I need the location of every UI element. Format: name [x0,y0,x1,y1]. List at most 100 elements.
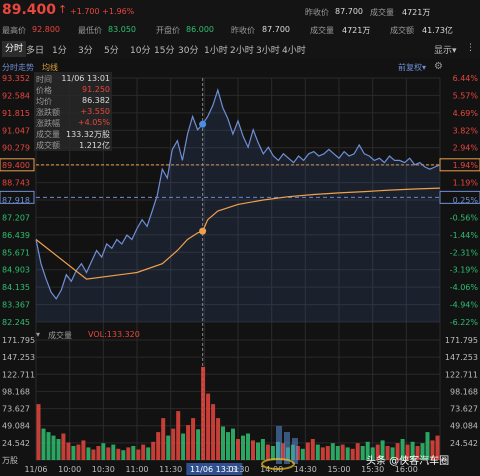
volume-bar [280,443,285,460]
tooltip-value: +4.05% [77,118,110,127]
tooltip-label: 涨跌幅 [36,119,60,128]
volume-bar [56,439,61,460]
stat-label-amount: 成交额 [390,26,414,35]
y-tick-right: -2.31% [450,248,479,257]
volume-value: VOL:133.320 [88,330,140,339]
tab-8[interactable]: 1小时 [204,46,228,56]
volume-bar [435,435,440,460]
volume-bar [71,446,76,460]
volume-bar [61,433,66,460]
volume-bar [141,444,146,460]
vol-y-tick-left: 49.084 [2,422,30,431]
stat-label-prev-close: 昨收价 [305,8,329,17]
x-tick-label: 10:30 [92,465,115,474]
vol-y-tick-right: 122.711 [445,370,478,379]
tab-0[interactable]: 分时 [2,41,27,57]
time-crosshair-label: 11/06 13:01 [190,465,239,474]
volume-bar [236,439,240,460]
stat-label-volume-2: 成交量 [310,26,334,35]
intraday-chart[interactable]: 93.352 6.44% 92.584 5.57% 91.815 4.69% 91.047 3… [0,58,480,476]
volume-bar [91,449,96,460]
vol-y-tick-right: 49.084 [450,422,478,431]
volume-bar [380,440,385,460]
y-tick-right: 1.94% [453,161,479,170]
y-tick-left: 92.584 [2,91,30,100]
volume-bar [375,444,380,460]
volume-bar [96,446,101,460]
crosshair-tooltip: 时间 11/06 13:01 价格 91.250 均价 86.382 涨跌额 +3.550 涨跌… [34,72,112,151]
stat-label-open: 开盘价 [156,26,180,35]
x-tick-label: 16:00 [395,465,418,474]
tab-5[interactable]: 10分 [130,46,151,56]
volume-bar [330,443,335,460]
tab-2[interactable]: 1分 [52,46,67,56]
tab-6[interactable]: 15分 [154,46,175,56]
period-tabs: 分时 多日 1分 3分 5分 10分 15分 30分 1小时 2小时 3小时 4小时 显示▾ ⋮ [0,40,480,58]
volume-bar [270,446,275,460]
y-tick-right: 0.25% [453,196,479,205]
more-icon[interactable]: ⋮ [466,43,475,53]
volume-bar [345,447,350,460]
tab-7[interactable]: 30分 [178,46,199,56]
tab-9[interactable]: 2小时 [230,46,254,56]
chart-area: 93.352 6.44% 92.584 5.57% 91.815 4.69% 91.047 3… [0,58,480,476]
volume-bar [36,404,41,460]
y-tick-right: -0.56% [450,213,479,222]
volume-bar [265,444,270,460]
volume-chevron-icon[interactable]: ▾ [36,330,41,339]
y-tick-left: 88.743 [2,179,30,188]
volume-bar [46,432,51,460]
crosshair-price-dot [199,120,207,128]
volume-bar [166,435,171,460]
watermark-text: 头条 @侠客汽车圈 [366,456,450,467]
y-tick-left: 83.367 [2,301,30,310]
x-tick-label: 11/06 [24,465,47,474]
volume-bar [111,444,116,460]
volume-bar [86,447,91,460]
vol-y-tick-right: 147.253 [445,353,478,362]
tab-4[interactable]: 5分 [104,46,119,56]
y-tick-left: 91.815 [2,109,30,118]
volume-bar [76,444,81,460]
volume-bar [430,440,435,460]
y-tick-right: -4.94% [450,301,479,310]
vol-y-tick-right: 73.627 [450,405,478,414]
tooltip-value: 11/06 13:01 [61,74,110,83]
vol-y-tick-left: 万股 [2,456,18,465]
y-tick-right: 6.44% [453,74,479,83]
volume-bar [41,428,46,460]
tooltip-value: +3.550 [80,107,110,116]
vol-y-tick-right: 24.542 [450,439,478,448]
prev-close-pct-box [439,190,480,204]
volume-bar [171,428,176,460]
volume-bar [251,440,255,460]
vol-y-tick-left: 147.253 [2,353,35,362]
y-tick-left: 93.352 [2,74,30,83]
y-tick-right: 3.82% [453,126,479,135]
vol-y-tick-right: 171.795 [445,336,478,345]
display-dropdown[interactable]: 显示▾ [434,46,457,56]
tab-3[interactable]: 3分 [78,46,93,56]
volume-bar [395,443,400,460]
tab-1[interactable]: 多日 [26,46,45,56]
stat-value-amount: 41.73亿 [422,26,453,35]
vol-y-tick-right: 98.168 [450,387,478,396]
volume-bar [390,447,395,460]
y-tick-left: 87.207 [2,213,30,222]
x-tick-label: 11:30 [159,465,182,474]
volume-bar [370,447,375,460]
adjust-dropdown[interactable]: 前复权▾ [398,63,427,72]
subtab-avg[interactable]: 均线 [42,63,58,72]
volume-bar [211,404,216,460]
tab-11[interactable]: 4小时 [282,46,306,56]
stat-value-low: 83.050 [108,25,136,34]
volume-bar [400,439,405,460]
tab-10[interactable]: 3小时 [256,46,280,56]
subtab-intraday[interactable]: 分时走势 [2,63,34,72]
y-tick-left: 91.047 [2,126,30,135]
settings-icon[interactable]: ⚙ [434,61,443,72]
volume-bar [340,444,345,460]
y-tick-left: 84.903 [2,266,30,275]
watermark-logo-icon [261,426,298,470]
volume-bar [315,444,320,460]
